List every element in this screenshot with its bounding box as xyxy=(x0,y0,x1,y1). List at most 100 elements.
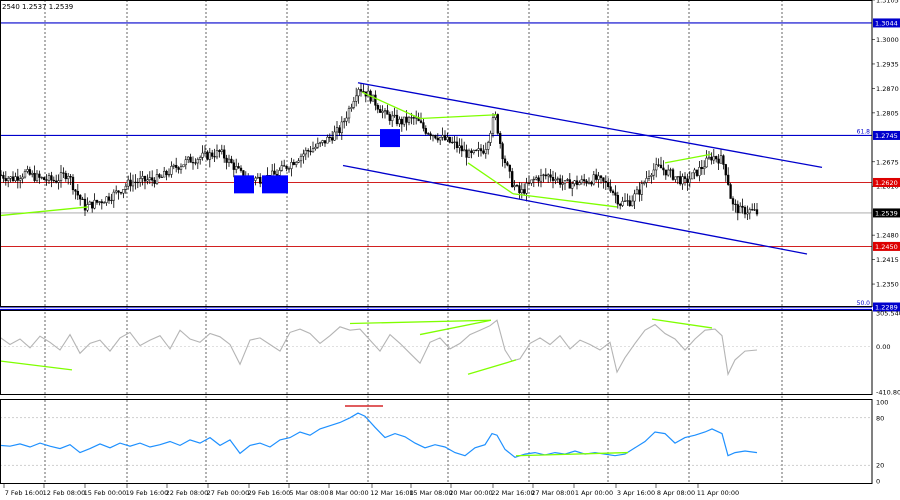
candle-body xyxy=(439,137,442,141)
candle-body xyxy=(465,149,468,158)
candle-body xyxy=(26,169,29,172)
cci-divergence-line xyxy=(349,319,492,325)
candle-body xyxy=(225,157,228,163)
candle-body xyxy=(753,209,756,211)
candle-body xyxy=(554,178,557,181)
candle-body xyxy=(283,165,286,167)
candle-body xyxy=(482,150,485,154)
price-axis: 1.3105 1.3000 1.2935 1.2870 1.2805 1.2675 1.26… xyxy=(857,0,900,486)
candle-body xyxy=(299,155,303,162)
candle-body xyxy=(751,209,754,211)
candle-body xyxy=(491,117,495,134)
candle-body xyxy=(107,196,111,201)
signal-square xyxy=(380,129,400,148)
price-label-bg xyxy=(873,130,900,140)
candle-body xyxy=(153,179,156,184)
candle-body xyxy=(571,183,574,189)
candle-body xyxy=(28,169,31,175)
candle-body xyxy=(619,203,622,206)
candle-body xyxy=(148,177,151,181)
candle-body xyxy=(350,107,353,109)
candle-body xyxy=(698,167,701,176)
candle-body xyxy=(323,140,327,144)
candle-body xyxy=(213,156,216,158)
cci-divergence-line xyxy=(0,360,73,371)
candle-body xyxy=(215,150,219,158)
candle-body xyxy=(535,177,538,180)
divergence-line xyxy=(467,162,514,195)
candle-body xyxy=(748,209,751,214)
candle-body xyxy=(376,105,379,110)
rsi-divergence-line xyxy=(515,451,629,457)
signal-markers xyxy=(234,129,400,194)
candle-body xyxy=(158,174,161,178)
panel-border xyxy=(0,0,873,307)
candle-body xyxy=(91,201,94,209)
rsi-tick-label: 80 xyxy=(876,414,884,422)
price-tick-label: 1.2870 xyxy=(876,85,899,93)
time-tick-label: 11 Apr 00:00 xyxy=(697,489,739,497)
time-tick-label: 20 Mar 00:00 xyxy=(449,489,492,497)
price-label-bg xyxy=(873,208,900,218)
candle-body xyxy=(436,137,439,141)
candle-body xyxy=(573,180,576,184)
panel-frames xyxy=(0,0,873,484)
candle-body xyxy=(739,205,742,214)
candle-body xyxy=(326,136,329,144)
candle-body xyxy=(650,174,653,177)
candle-body xyxy=(477,148,480,151)
candle-body xyxy=(35,173,39,181)
divergence-line xyxy=(361,91,421,120)
candle-body xyxy=(136,181,139,184)
candle-body xyxy=(14,176,17,182)
candle-body xyxy=(614,192,617,196)
candle-body xyxy=(194,162,197,164)
candle-body xyxy=(122,189,125,194)
candle-body xyxy=(7,178,10,181)
candle-body xyxy=(467,150,471,158)
candle-body xyxy=(628,200,631,207)
candle-body xyxy=(292,162,295,165)
candle-body xyxy=(717,158,720,164)
price-label-bottom: 1.2289 xyxy=(875,304,898,312)
candle-body xyxy=(501,143,504,160)
candle-body xyxy=(374,94,377,106)
candle-body xyxy=(71,176,75,191)
candle-body xyxy=(170,166,173,175)
candle-body xyxy=(734,203,737,205)
candle-body xyxy=(520,189,523,194)
price-tick-label: 1.2480 xyxy=(876,232,899,240)
candle-body xyxy=(736,204,739,214)
candle-body xyxy=(47,175,51,181)
time-tick-label: 29 Feb 16:00 xyxy=(248,489,291,497)
price-label-top: 1.3044 xyxy=(875,19,898,27)
candle-body xyxy=(21,176,24,179)
candle-body xyxy=(62,172,65,174)
candle-body xyxy=(110,199,113,202)
divergence-line xyxy=(0,206,89,217)
candle-body xyxy=(275,174,279,176)
time-tick-label: 15 Mar 08:00 xyxy=(409,489,452,497)
divergence-line xyxy=(419,114,498,120)
candle-body xyxy=(506,162,509,166)
candle-body xyxy=(616,194,619,205)
rsi-line xyxy=(0,412,758,458)
candle-body xyxy=(724,164,727,176)
candle-body xyxy=(235,166,238,170)
candle-body xyxy=(119,192,123,194)
candle-body xyxy=(355,95,358,102)
candle-body xyxy=(340,121,343,134)
candle-body xyxy=(419,120,423,123)
candle-body xyxy=(400,118,403,125)
candle-body xyxy=(527,182,531,184)
candle-body xyxy=(280,165,283,171)
candle-body xyxy=(496,114,499,134)
candle-body xyxy=(715,156,718,160)
candle-body xyxy=(412,117,415,119)
candle-body xyxy=(191,162,195,164)
candle-body xyxy=(722,155,725,165)
candle-body xyxy=(52,179,55,182)
candle-body xyxy=(508,164,511,172)
candle-body xyxy=(98,201,101,203)
